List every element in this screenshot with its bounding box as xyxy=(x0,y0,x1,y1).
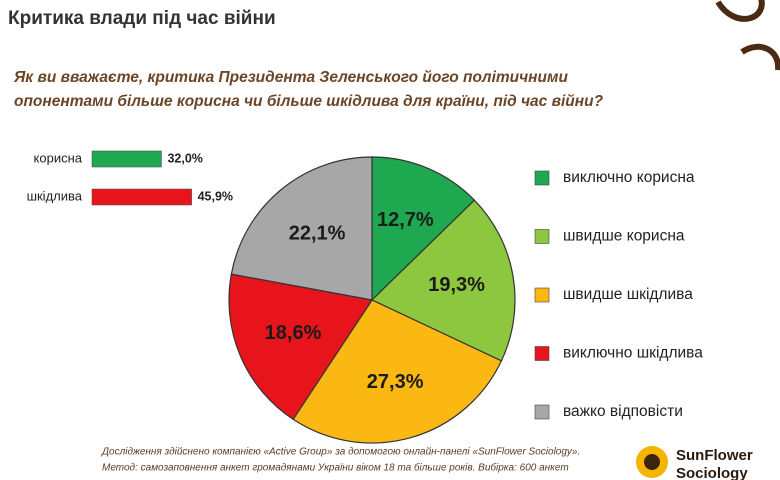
legend-swatch xyxy=(534,229,550,244)
legend-label: швидше шкідлива xyxy=(563,286,693,303)
footnote: Дослідження здійснено компанією «Active … xyxy=(101,447,580,458)
slice-label: 22,1% xyxy=(289,222,346,244)
pie-slice xyxy=(371,156,476,302)
bar xyxy=(91,188,192,206)
legend-label: виключно корисна xyxy=(563,169,695,186)
legend-label: важко відповісти xyxy=(563,403,683,420)
slice-label: 27,3% xyxy=(367,371,424,393)
chart-title: Критика влади під час війни xyxy=(8,8,276,29)
legend-swatch xyxy=(534,170,550,186)
pie-slice xyxy=(230,156,373,301)
slice-label: 12,7% xyxy=(377,209,434,231)
slice-label: 19,3% xyxy=(428,274,485,296)
legend-label: виключно шкідлива xyxy=(563,345,703,362)
category-label: корисна xyxy=(34,150,83,165)
subtitle: Як ви вважаєте, критика Президента Зелен… xyxy=(13,69,568,86)
decoration xyxy=(715,0,780,71)
value-label: 32,0% xyxy=(167,151,202,165)
logo-text: SunFlower xyxy=(676,447,753,464)
legend-label: швидше корисна xyxy=(563,228,685,245)
legend-swatch xyxy=(534,346,550,361)
value-label: 45,9% xyxy=(198,189,233,203)
legend-swatch xyxy=(534,404,550,420)
footnote: Метод: самозаповнення анкет громадянами … xyxy=(102,462,569,474)
pie-slice xyxy=(228,273,374,421)
pie-slice xyxy=(292,299,503,444)
subtitle: опонентами більше корисна чи більше шкід… xyxy=(14,93,604,110)
slice-label: 18,6% xyxy=(265,322,322,344)
pie-slice xyxy=(370,199,516,362)
category-label: шкідлива xyxy=(27,188,83,203)
legend-swatch xyxy=(534,287,550,303)
logo-text: Sociology xyxy=(676,465,748,480)
logo-icon xyxy=(636,446,668,478)
bar xyxy=(91,150,162,168)
